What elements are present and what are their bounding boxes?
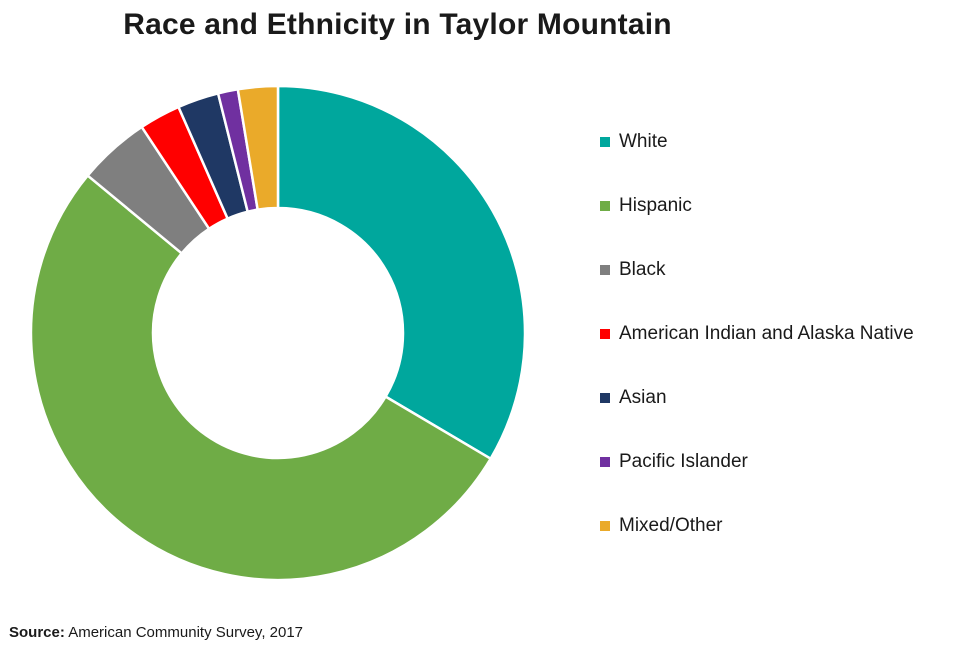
legend-item: Mixed/Other <box>600 494 914 558</box>
legend-item: White <box>600 110 914 174</box>
legend-item: Black <box>600 238 914 302</box>
donut-slice-hispanic <box>29 174 492 582</box>
legend-item: American Indian and Alaska Native <box>600 302 914 366</box>
legend-swatch <box>600 521 610 531</box>
source-label: Source: <box>9 624 65 641</box>
legend-label: Hispanic <box>619 195 692 216</box>
donut-slice-mixed-other <box>236 84 280 211</box>
chart-title: Race and Ethnicity in Taylor Mountain <box>123 8 672 41</box>
legend-label: Mixed/Other <box>619 515 723 536</box>
source-text: American Community Survey, 2017 <box>68 624 304 641</box>
legend-swatch <box>600 393 610 403</box>
legend-item: Hispanic <box>600 174 914 238</box>
legend-swatch <box>600 265 610 275</box>
legend-swatch <box>600 329 610 339</box>
legend-label: Asian <box>619 387 667 408</box>
legend-label: American Indian and Alaska Native <box>619 323 914 344</box>
donut-slice-white <box>276 84 527 460</box>
chart-legend: White Hispanic Black American Indian and Al… <box>600 126 914 574</box>
legend-item: Asian <box>600 366 914 430</box>
legend-swatch <box>600 137 610 147</box>
legend-label: Black <box>619 259 666 280</box>
legend-label: Pacific Islander <box>619 451 748 472</box>
legend-label: White <box>619 131 668 152</box>
legend-swatch <box>600 201 610 211</box>
source-note: Source: American Community Survey, 2017 <box>9 624 303 641</box>
legend-swatch <box>600 457 610 467</box>
legend-item: Pacific Islander <box>600 430 914 494</box>
